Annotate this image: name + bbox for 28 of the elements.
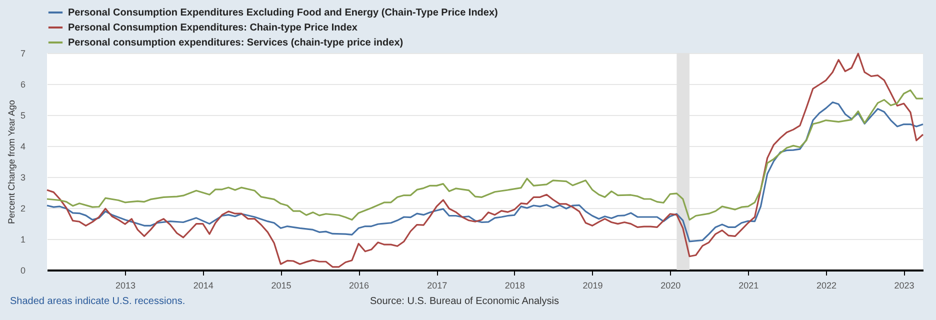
x-tick-label: 2022 xyxy=(816,280,836,290)
x-tick-label: 2016 xyxy=(349,280,370,290)
y-axis-title: Percent Change from Year Ago xyxy=(6,100,16,224)
x-tick-label: 2019 xyxy=(582,280,603,290)
source-note: Source: U.S. Bureau of Economic Analysis xyxy=(370,296,559,307)
line-series xyxy=(46,101,924,242)
legend-label: Personal consumption expenditures: Services (chain-type price index) xyxy=(68,38,404,48)
y-tick-label: 1 xyxy=(20,234,26,244)
line-series xyxy=(46,89,924,221)
x-tick-label: 2023 xyxy=(894,280,914,290)
y-tick-label: 6 xyxy=(20,80,26,90)
y-tick-label: 4 xyxy=(20,142,26,152)
text: Shaded areas indicate U.S. recessions. xyxy=(10,296,186,307)
x-tick-label: 2013 xyxy=(116,280,136,290)
y-tick-label: 7 xyxy=(20,48,26,58)
y-tick-label: 2 xyxy=(20,204,26,214)
line-series xyxy=(46,52,924,268)
x-tick-label: 2015 xyxy=(271,280,292,290)
legend-label: Personal Consumption Expenditures: Chain-type Price Index xyxy=(68,22,358,34)
x-tick-label: 2020 xyxy=(660,280,681,290)
y-tick-label: 5 xyxy=(20,110,26,120)
x-tick-label: 2017 xyxy=(427,280,448,290)
y-tick-label: 3 xyxy=(20,172,26,182)
x-tick-label: 2014 xyxy=(193,280,214,290)
x-tick-label: 2018 xyxy=(504,280,525,290)
legend-label: Personal Consumption Expenditures Excluding Food and Energy (Chain-Type Price Index) xyxy=(68,8,498,18)
y-tick-label: 0 xyxy=(20,266,26,276)
x-tick-label: 2021 xyxy=(738,280,759,290)
